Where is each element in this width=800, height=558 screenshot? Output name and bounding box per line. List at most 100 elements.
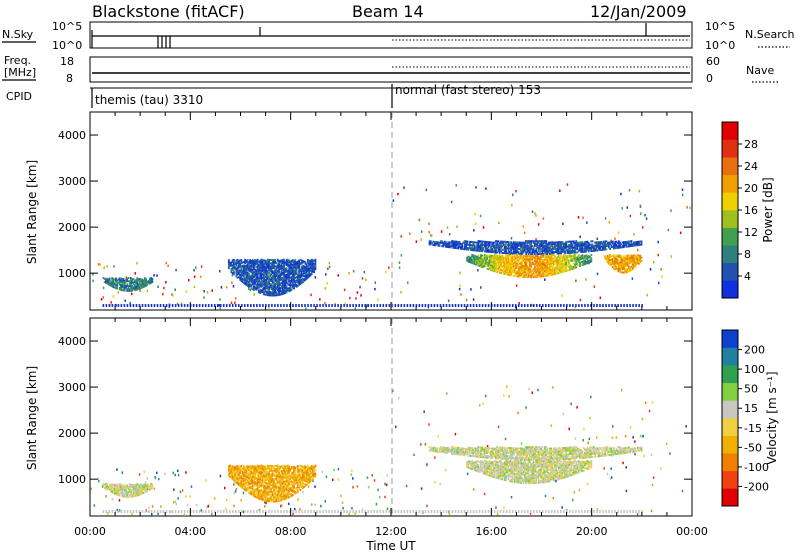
ground-cell [596, 510, 598, 513]
ground-cell [286, 510, 288, 513]
ground-cell [497, 510, 499, 513]
noise-cell [419, 219, 421, 222]
noise-cell [322, 470, 324, 473]
noise-cell [167, 265, 169, 268]
ground-cell [184, 510, 186, 513]
ground-cell [413, 510, 415, 513]
ground-cell [539, 510, 541, 513]
noise-cell [653, 476, 655, 479]
data-cell [501, 255, 503, 257]
ground-cell [382, 304, 384, 307]
noise-cell [570, 403, 572, 406]
ground-cell [548, 510, 550, 513]
ground-cell [316, 304, 318, 307]
ground-cell [419, 510, 421, 513]
ground-cell [343, 304, 345, 307]
ground-cell [247, 510, 249, 513]
data-cell [520, 255, 522, 257]
data-cell [615, 266, 617, 268]
noise-cell [682, 188, 684, 191]
noise-cell [211, 289, 213, 292]
noise-cell [180, 491, 182, 494]
noise-cell [637, 249, 639, 252]
ground-cell [130, 304, 132, 307]
noise-cell [177, 497, 179, 500]
data-cell [233, 270, 235, 272]
ground-cell [527, 304, 529, 307]
noise-cell [425, 443, 427, 446]
data-cell [510, 241, 512, 243]
ground-cell [602, 304, 604, 307]
ground-cell [458, 510, 460, 513]
noise-cell [175, 269, 177, 272]
ground-cell [295, 304, 297, 307]
noise-cell [135, 272, 137, 275]
noise-cell [642, 435, 644, 438]
ground-cell [145, 510, 147, 513]
noise-cell [475, 223, 477, 226]
noise-cell [607, 473, 609, 476]
ground-cell [304, 304, 306, 307]
ground-cell [202, 510, 204, 513]
ground-cell [578, 304, 580, 307]
noise-cell [207, 291, 209, 294]
ground-cell [461, 510, 463, 513]
ground-cell [635, 304, 637, 307]
noise-cell [445, 469, 447, 472]
noise-cell [521, 442, 523, 445]
data-cell [478, 255, 480, 257]
noise-cell [459, 288, 461, 291]
data-cell [621, 255, 623, 257]
noise-cell [182, 489, 184, 492]
ground-cell [274, 510, 276, 513]
ground-cell [617, 510, 619, 513]
noise-cell [403, 186, 405, 189]
ground-cell [518, 304, 520, 307]
noise-cell [338, 274, 340, 277]
noise-cell [310, 294, 312, 297]
ground-cell [121, 304, 123, 307]
ground-cell [467, 510, 469, 513]
ground-cell [557, 304, 559, 307]
noise-cell [622, 462, 624, 465]
noise-cell [503, 394, 505, 397]
noise-cell [603, 467, 605, 470]
noise-cell [689, 207, 691, 210]
noise-cell [610, 467, 612, 470]
ground-cell [524, 304, 526, 307]
ground-cell [346, 510, 348, 513]
noise-cell [509, 395, 511, 398]
ground-cell [413, 304, 415, 307]
ground-cell [259, 304, 261, 307]
ground-cell [157, 304, 159, 307]
ground-cell [229, 304, 231, 307]
noise-cell [669, 452, 671, 455]
ground-cell [151, 510, 153, 513]
noise-cell [233, 505, 235, 508]
ground-cell [437, 510, 439, 513]
noise-cell [305, 307, 307, 310]
data-cell [233, 259, 235, 261]
noise-cell [315, 504, 317, 507]
ground-cell [584, 510, 586, 513]
data-cell [151, 278, 153, 280]
noise-cell [374, 288, 376, 291]
nsky-label: N.Sky [2, 28, 34, 41]
noise-cell [600, 297, 602, 300]
ground-cell [569, 304, 571, 307]
ground-cell [521, 510, 523, 513]
colorbar-cell [722, 175, 738, 193]
ground-cell [325, 304, 327, 307]
noise-cell [254, 293, 256, 296]
noise-cell [437, 435, 439, 438]
noise-cell [407, 281, 409, 284]
ground-cell [325, 510, 327, 513]
ground-cell [425, 510, 427, 513]
ground-cell [166, 304, 168, 307]
ground-cell [331, 510, 333, 513]
noise-cell [163, 287, 165, 290]
data-cell [261, 489, 263, 491]
ground-cell [145, 304, 147, 307]
nave-label: Nave [746, 64, 774, 77]
